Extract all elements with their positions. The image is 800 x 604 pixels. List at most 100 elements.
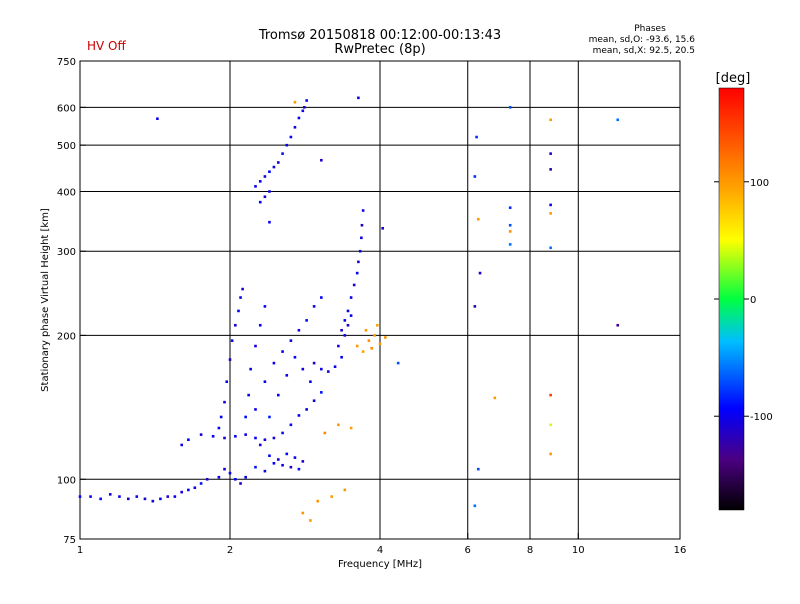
data-point [285,452,289,456]
data-point [360,223,364,227]
data-point [493,396,497,400]
colorbar-tick-label: -100 [750,412,773,423]
data-point [349,296,353,299]
data-point [187,488,190,492]
data-point [316,499,320,503]
x-axis-ticks: 1 2 4 6 8 10 16 [77,533,687,556]
data-point [305,319,308,322]
data-point [508,223,512,227]
data-point [258,180,262,183]
data-point [320,391,323,394]
x-tick-label: 2 [227,545,233,556]
data-point [237,309,240,313]
data-point [263,438,267,442]
data-point [289,339,293,342]
x-tick-label: 10 [572,545,585,556]
y-tick-label: 100 [57,475,76,486]
data-point [352,283,356,287]
data-point [297,414,301,417]
data-point [247,393,250,397]
data-point [244,475,247,479]
data-point [234,477,237,481]
y-tick-label: 300 [57,247,76,258]
y-axis-ticks: 75 100 200 300 400 500 600 750 [57,57,86,546]
y-tick-label: 400 [57,187,76,198]
x-tick-label: 8 [527,545,533,556]
data-point [301,367,305,371]
x-tick-label: 1 [77,545,83,556]
data-point [151,499,155,503]
data-point [355,271,359,275]
y-tick-label: 500 [57,141,76,152]
data-point [343,319,347,322]
hv-status-label: HV Off [87,39,126,53]
phases-x-stats: mean, sd,X: 92.5, 20.5 [593,46,695,56]
data-point [78,495,82,498]
data-point [244,415,247,419]
data-point [367,339,371,342]
data-point [228,358,232,361]
data-points [78,96,620,522]
data-point [99,497,102,501]
data-point [239,482,242,485]
data-point [272,436,276,440]
data-point [473,175,477,178]
data-point [199,433,203,436]
data-point [193,486,197,490]
data-point [384,336,387,339]
data-point [312,305,316,308]
x-tick-label: 16 [674,545,687,556]
data-point [297,328,301,332]
data-point [180,490,184,494]
data-point [219,415,223,419]
data-point [323,431,327,435]
data-point [258,323,262,327]
data-point [108,493,112,496]
data-point [346,323,350,327]
data-point [268,454,271,458]
data-point [180,443,184,447]
data-point [268,170,271,174]
data-point [301,460,305,463]
data-point [205,477,209,481]
y-tick-label: 600 [57,103,76,114]
x-tick-label: 6 [465,545,471,556]
data-point [333,365,337,368]
data-point [281,431,284,435]
data-point [289,423,293,427]
data-point [301,511,305,515]
data-point [309,519,312,522]
y-tick-label: 75 [63,535,76,546]
data-point [268,190,271,193]
colorbar [718,87,745,511]
data-point [549,393,552,397]
data-point [508,206,512,209]
data-point [293,456,297,459]
data-point [340,328,343,332]
data-point [272,165,276,169]
data-point [276,161,280,164]
data-point [225,380,229,384]
data-point [508,230,512,233]
data-point [360,236,363,240]
data-point [254,344,257,348]
colorbar-label: [deg] [716,71,751,86]
data-point [297,116,301,120]
data-point [312,361,316,365]
data-point [268,415,271,419]
data-point [320,296,323,299]
data-point [254,465,257,469]
data-point [346,309,350,313]
data-point [293,100,297,104]
data-point [258,443,262,447]
data-point [549,203,552,207]
data-point [285,143,289,147]
colorbar-tick-label: 0 [750,295,756,306]
data-point [549,423,552,427]
x-axis-label: Frequency [MHz] [338,559,422,570]
data-point [285,374,289,377]
colorbar-ticks: 100 0 -100 [714,178,773,423]
data-point [616,118,620,122]
data-point [276,393,280,397]
